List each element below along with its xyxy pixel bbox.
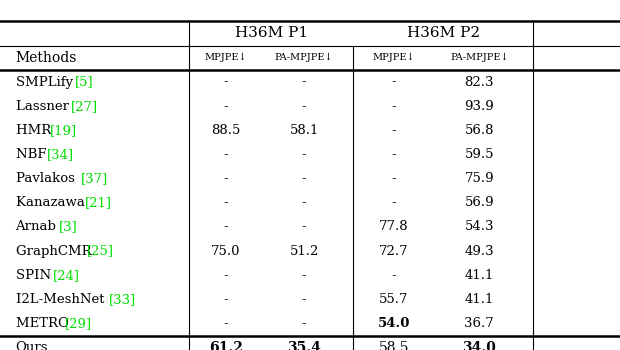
Text: -: - xyxy=(224,269,228,282)
Text: [19]: [19] xyxy=(50,124,77,137)
Text: [27]: [27] xyxy=(71,100,99,113)
Text: -: - xyxy=(392,76,396,89)
Text: -: - xyxy=(392,124,396,137)
Text: HMR: HMR xyxy=(16,124,55,137)
Text: -: - xyxy=(224,293,228,306)
Text: 41.1: 41.1 xyxy=(464,269,494,282)
Text: 36.7: 36.7 xyxy=(464,317,494,330)
Text: -: - xyxy=(224,172,228,185)
Text: -: - xyxy=(392,196,396,209)
Text: H36M P1: H36M P1 xyxy=(235,26,308,40)
Text: 34.0: 34.0 xyxy=(463,341,496,350)
Text: 56.8: 56.8 xyxy=(464,124,494,137)
Text: 49.3: 49.3 xyxy=(464,245,494,258)
Text: -: - xyxy=(302,220,306,233)
Text: 88.5: 88.5 xyxy=(211,124,241,137)
Text: -: - xyxy=(224,317,228,330)
Text: SMPLify: SMPLify xyxy=(16,76,77,89)
Text: Arnab: Arnab xyxy=(16,220,61,233)
Text: [37]: [37] xyxy=(81,172,108,185)
Text: -: - xyxy=(392,269,396,282)
Text: 93.9: 93.9 xyxy=(464,100,494,113)
Text: Ours: Ours xyxy=(16,341,48,350)
Text: -: - xyxy=(302,196,306,209)
Text: [3]: [3] xyxy=(59,220,78,233)
Text: 56.9: 56.9 xyxy=(464,196,494,209)
Text: 82.3: 82.3 xyxy=(464,76,494,89)
Text: [24]: [24] xyxy=(53,269,80,282)
Text: 77.8: 77.8 xyxy=(379,220,409,233)
Text: MPJPE↓: MPJPE↓ xyxy=(205,53,247,62)
Text: 41.1: 41.1 xyxy=(464,293,494,306)
Text: NBF: NBF xyxy=(16,148,50,161)
Text: 54.0: 54.0 xyxy=(378,317,410,330)
Text: -: - xyxy=(392,148,396,161)
Text: PA-MPJPE↓: PA-MPJPE↓ xyxy=(450,53,508,62)
Text: 51.2: 51.2 xyxy=(290,245,319,258)
Text: 35.4: 35.4 xyxy=(287,341,321,350)
Text: -: - xyxy=(392,172,396,185)
Text: PA-MPJPE↓: PA-MPJPE↓ xyxy=(275,53,334,62)
Text: -: - xyxy=(302,148,306,161)
Text: [33]: [33] xyxy=(108,293,136,306)
Text: 72.7: 72.7 xyxy=(379,245,409,258)
Text: -: - xyxy=(302,293,306,306)
Text: I2L-MeshNet: I2L-MeshNet xyxy=(16,293,108,306)
Text: 54.3: 54.3 xyxy=(464,220,494,233)
Text: SPIN: SPIN xyxy=(16,269,55,282)
Text: [21]: [21] xyxy=(85,196,112,209)
Text: 75.9: 75.9 xyxy=(464,172,494,185)
Text: -: - xyxy=(302,269,306,282)
Text: 75.0: 75.0 xyxy=(211,245,241,258)
Text: MPJPE↓: MPJPE↓ xyxy=(373,53,415,62)
Text: -: - xyxy=(302,100,306,113)
Text: [34]: [34] xyxy=(46,148,74,161)
Text: 58.5: 58.5 xyxy=(379,341,409,350)
Text: METRO: METRO xyxy=(16,317,73,330)
Text: 61.2: 61.2 xyxy=(209,341,243,350)
Text: 58.1: 58.1 xyxy=(290,124,319,137)
Text: -: - xyxy=(392,100,396,113)
Text: [5]: [5] xyxy=(74,76,93,89)
Text: 59.5: 59.5 xyxy=(464,148,494,161)
Text: -: - xyxy=(302,317,306,330)
Text: -: - xyxy=(302,76,306,89)
Text: GraphCMR: GraphCMR xyxy=(16,245,95,258)
Text: -: - xyxy=(224,196,228,209)
Text: Methods: Methods xyxy=(16,51,77,65)
Text: -: - xyxy=(224,220,228,233)
Text: -: - xyxy=(224,76,228,89)
Text: [25]: [25] xyxy=(87,245,114,258)
Text: H36M P2: H36M P2 xyxy=(407,26,480,40)
Text: -: - xyxy=(224,148,228,161)
Text: Kanazawa: Kanazawa xyxy=(16,196,89,209)
Text: 55.7: 55.7 xyxy=(379,293,409,306)
Text: -: - xyxy=(302,172,306,185)
Text: [29]: [29] xyxy=(65,317,92,330)
Text: Lassner: Lassner xyxy=(16,100,73,113)
Text: -: - xyxy=(224,100,228,113)
Text: Pavlakos: Pavlakos xyxy=(16,172,79,185)
